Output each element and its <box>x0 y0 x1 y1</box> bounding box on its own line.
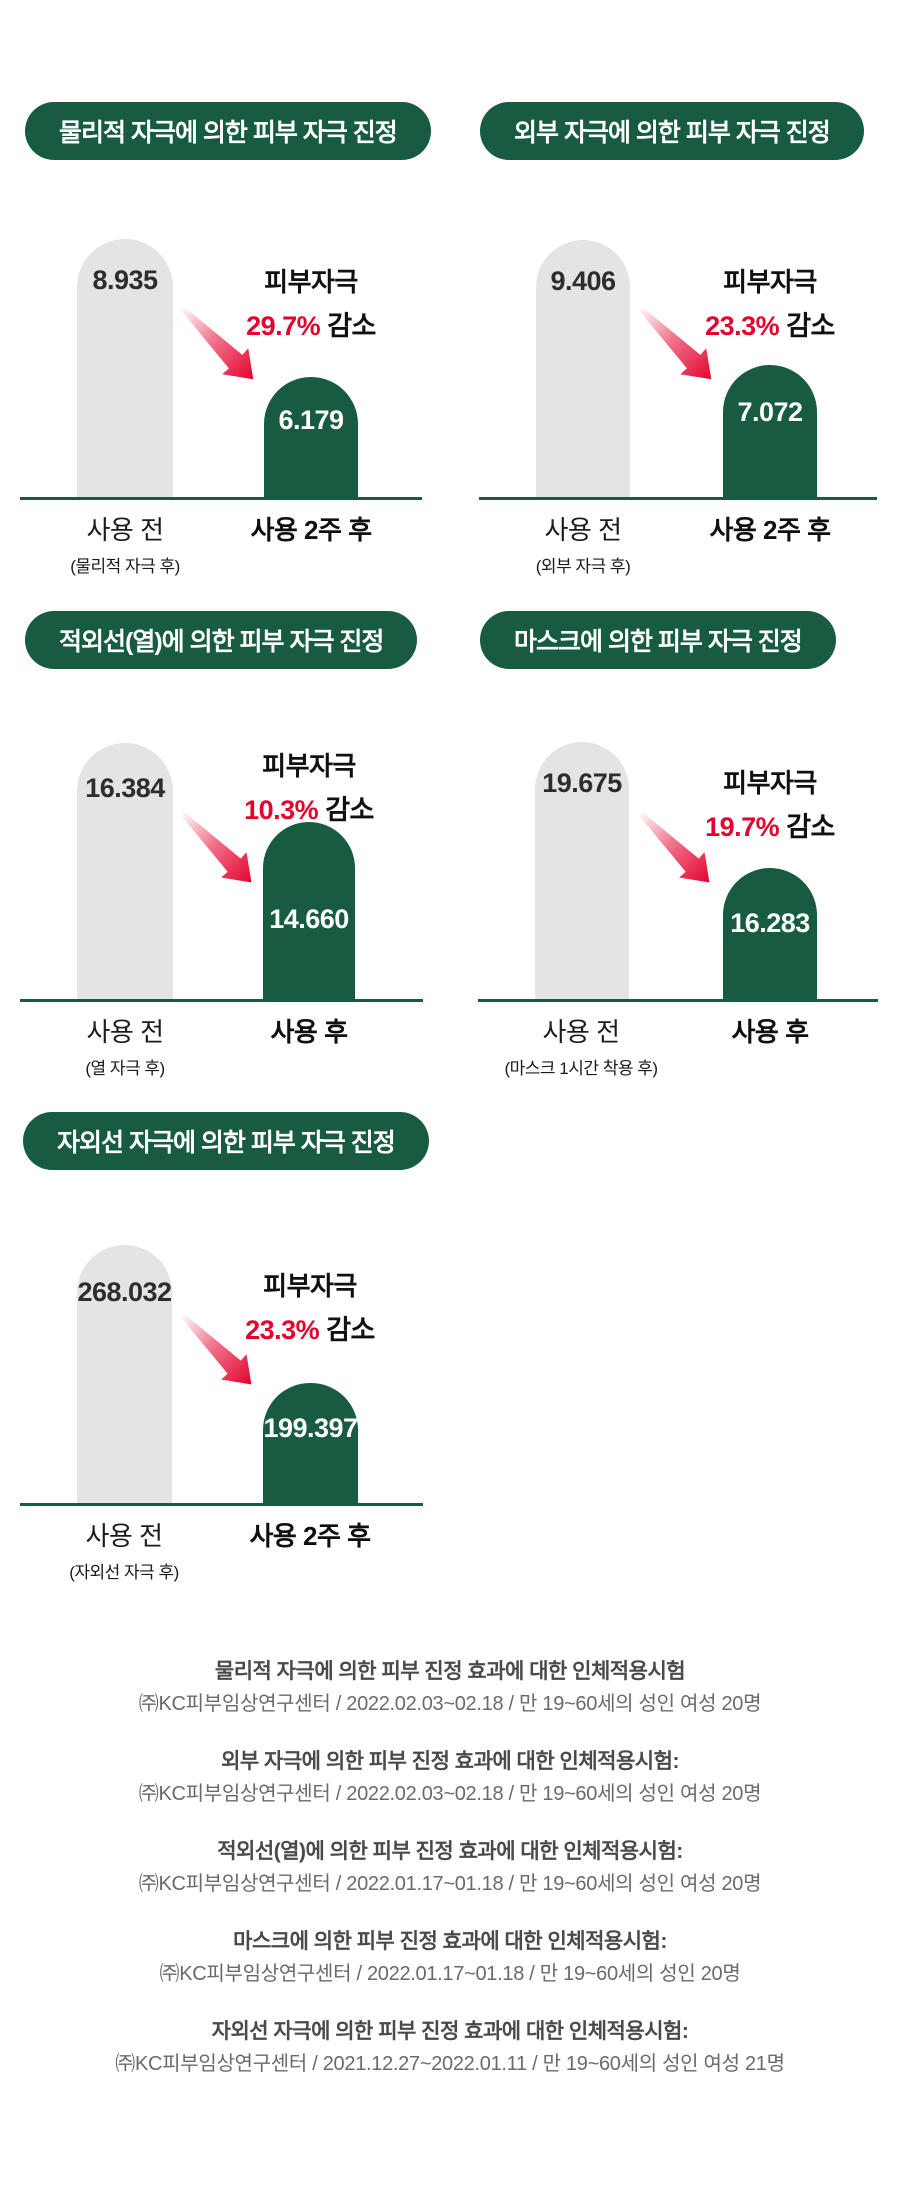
bar-after: 199.397 <box>263 1383 358 1505</box>
bar-after: 14.660 <box>263 822 355 1001</box>
chart-title: 자외선 자극에 의한 피부 자극 진정 <box>57 1129 396 1157</box>
chart-title-badge: 물리적 자극에 의한 피부 자극 진정 <box>25 102 431 160</box>
chart-title: 마스크에 의한 피부 자극 진정 <box>514 628 803 656</box>
decrease-arrow-icon <box>638 811 710 883</box>
chart-title-badge: 적외선(열)에 의한 피부 자극 진정 <box>25 611 418 669</box>
bar-before: 8.935 <box>77 239 173 499</box>
after-axis-label: 사용 후 <box>731 1017 809 1047</box>
axis-baseline <box>20 1503 423 1506</box>
reduction-percent: 23.3% <box>245 1315 320 1345</box>
axis-baseline <box>20 497 422 500</box>
reduction-annotation: 피부자극 19.7% 감소 <box>660 763 880 844</box>
chart-title-badge: 마스크에 의한 피부 자극 진정 <box>480 611 836 669</box>
annotation-label: 피부자극 <box>264 267 358 297</box>
annotation-label: 피부자극 <box>262 751 356 781</box>
bar-before: 268.032 <box>77 1245 172 1505</box>
decrease-arrow-icon <box>180 811 252 883</box>
bar-before: 16.384 <box>77 743 173 1001</box>
footnote-title: 자외선 자극에 의한 피부 진정 효과에 대한 인체적용시험: <box>211 2020 689 2043</box>
footnote-title: 물리적 자극에 의한 피부 진정 효과에 대한 인체적용시험 <box>214 1660 686 1683</box>
before-sublabel: (열 자극 후) <box>85 1059 165 1078</box>
before-axis-label: 사용 전 (자외선 자극 후) <box>14 1516 234 1583</box>
decrease-arrow-icon <box>180 1313 252 1385</box>
before-label: 사용 전 <box>85 1521 163 1551</box>
annotation-label: 피부자극 <box>723 267 817 297</box>
footnote-item: 물리적 자극에 의한 피부 진정 효과에 대한 인체적용시험 ㈜KC피부임상연구… <box>0 1656 900 1722</box>
bar-after-value: 16.283 <box>730 908 810 938</box>
reduction-percent: 19.7% <box>705 812 780 842</box>
before-label: 사용 전 <box>86 515 164 545</box>
bar-before-value: 19.675 <box>542 768 622 798</box>
bar-after: 6.179 <box>264 377 358 499</box>
footnote-item: 마스크에 의한 피부 진정 효과에 대한 인체적용시험: ㈜KC피부임상연구센터… <box>0 1926 900 1992</box>
chart-title-badge: 외부 자극에 의한 피부 자극 진정 <box>480 102 864 160</box>
before-sublabel: (물리적 자극 후) <box>70 557 180 576</box>
bar-after: 16.283 <box>723 868 817 1001</box>
bar-before-value: 9.406 <box>550 266 616 296</box>
footnote-detail: ㈜KC피부임상연구센터 / 2022.01.17~01.18 / 만 19~60… <box>159 1963 741 1985</box>
bar-after-value: 7.072 <box>737 397 803 427</box>
before-sublabel: (자외선 자극 후) <box>69 1563 179 1582</box>
axis-baseline <box>479 497 877 500</box>
clinical-test-footnotes: 물리적 자극에 의한 피부 진정 효과에 대한 인체적용시험 ㈜KC피부임상연구… <box>0 1656 900 2106</box>
footnote-detail: ㈜KC피부임상연구센터 / 2022.01.17~01.18 / 만 19~60… <box>138 1873 762 1895</box>
reduction-suffix: 감소 <box>327 311 376 341</box>
bar-after: 7.072 <box>723 365 817 499</box>
before-axis-label: 사용 전 (외부 자극 후) <box>473 510 693 577</box>
before-label: 사용 전 <box>542 1017 620 1047</box>
reduction-suffix: 감소 <box>326 1315 375 1345</box>
reduction-annotation: 피부자극 10.3% 감소 <box>199 746 419 827</box>
before-sublabel: (외부 자극 후) <box>535 557 631 576</box>
after-axis-label: 사용 후 <box>270 1017 348 1047</box>
decrease-arrow-icon <box>639 307 712 380</box>
before-label: 사용 전 <box>544 515 622 545</box>
bar-before-value: 268.032 <box>77 1277 172 1307</box>
bar-before: 19.675 <box>535 742 629 1001</box>
reduction-annotation: 피부자극 23.3% 감소 <box>200 1266 420 1347</box>
bar-after-value: 199.397 <box>263 1413 358 1443</box>
reduction-percent: 23.3% <box>705 311 780 341</box>
annotation-label: 피부자극 <box>723 768 817 798</box>
reduction-percent: 29.7% <box>246 311 321 341</box>
bar-before-value: 8.935 <box>92 265 158 295</box>
axis-baseline <box>20 999 423 1002</box>
decrease-arrow-icon <box>181 307 254 380</box>
reduction-suffix: 감소 <box>325 795 374 825</box>
after-axis-label: 사용 2주 후 <box>250 515 372 545</box>
reduction-annotation: 피부자극 29.7% 감소 <box>201 262 421 343</box>
footnote-detail: ㈜KC피부임상연구센터 / 2021.12.27~2022.01.11 / 만 … <box>115 2053 785 2075</box>
footnote-item: 적외선(열)에 의한 피부 진정 효과에 대한 인체적용시험: ㈜KC피부임상연… <box>0 1836 900 1902</box>
footnote-item: 자외선 자극에 의한 피부 진정 효과에 대한 인체적용시험: ㈜KC피부임상연… <box>0 2016 900 2082</box>
reduction-suffix: 감소 <box>786 311 835 341</box>
chart-title-badge: 자외선 자극에 의한 피부 자극 진정 <box>23 1112 429 1170</box>
before-axis-label: 사용 전 (열 자극 후) <box>15 1012 235 1079</box>
reduction-annotation: 피부자극 23.3% 감소 <box>660 262 880 343</box>
before-axis-label: 사용 전 (물리적 자극 후) <box>15 510 235 577</box>
before-axis-label: 사용 전 (마스크 1시간 착용 후) <box>471 1012 691 1079</box>
chart-title: 물리적 자극에 의한 피부 자극 진정 <box>59 119 398 147</box>
bar-after-value: 6.179 <box>278 405 344 435</box>
footnote-item: 외부 자극에 의한 피부 진정 효과에 대한 인체적용시험: ㈜KC피부임상연구… <box>0 1746 900 1812</box>
annotation-label: 피부자극 <box>263 1271 357 1301</box>
footnote-title: 외부 자극에 의한 피부 진정 효과에 대한 인체적용시험: <box>221 1750 679 1773</box>
footnote-title: 마스크에 의한 피부 진정 효과에 대한 인체적용시험: <box>233 1930 667 1953</box>
bar-before-value: 16.384 <box>85 773 165 803</box>
footnote-detail: ㈜KC피부임상연구센터 / 2022.02.03~02.18 / 만 19~60… <box>138 1783 762 1805</box>
chart-title: 적외선(열)에 의한 피부 자극 진정 <box>59 628 384 656</box>
chart-title: 외부 자극에 의한 피부 자극 진정 <box>514 119 831 147</box>
before-label: 사용 전 <box>86 1017 164 1047</box>
after-axis-label: 사용 2주 후 <box>709 515 831 545</box>
reduction-suffix: 감소 <box>786 812 835 842</box>
reduction-percent: 10.3% <box>244 795 319 825</box>
footnote-detail: ㈜KC피부임상연구센터 / 2022.02.03~02.18 / 만 19~60… <box>138 1693 762 1715</box>
bar-after-value: 14.660 <box>269 904 349 934</box>
after-axis-label: 사용 2주 후 <box>249 1521 371 1551</box>
bar-before: 9.406 <box>536 240 630 499</box>
before-sublabel: (마스크 1시간 착용 후) <box>504 1059 658 1078</box>
footnote-title: 적외선(열)에 의한 피부 진정 효과에 대한 인체적용시험: <box>217 1840 683 1863</box>
axis-baseline <box>478 999 878 1002</box>
